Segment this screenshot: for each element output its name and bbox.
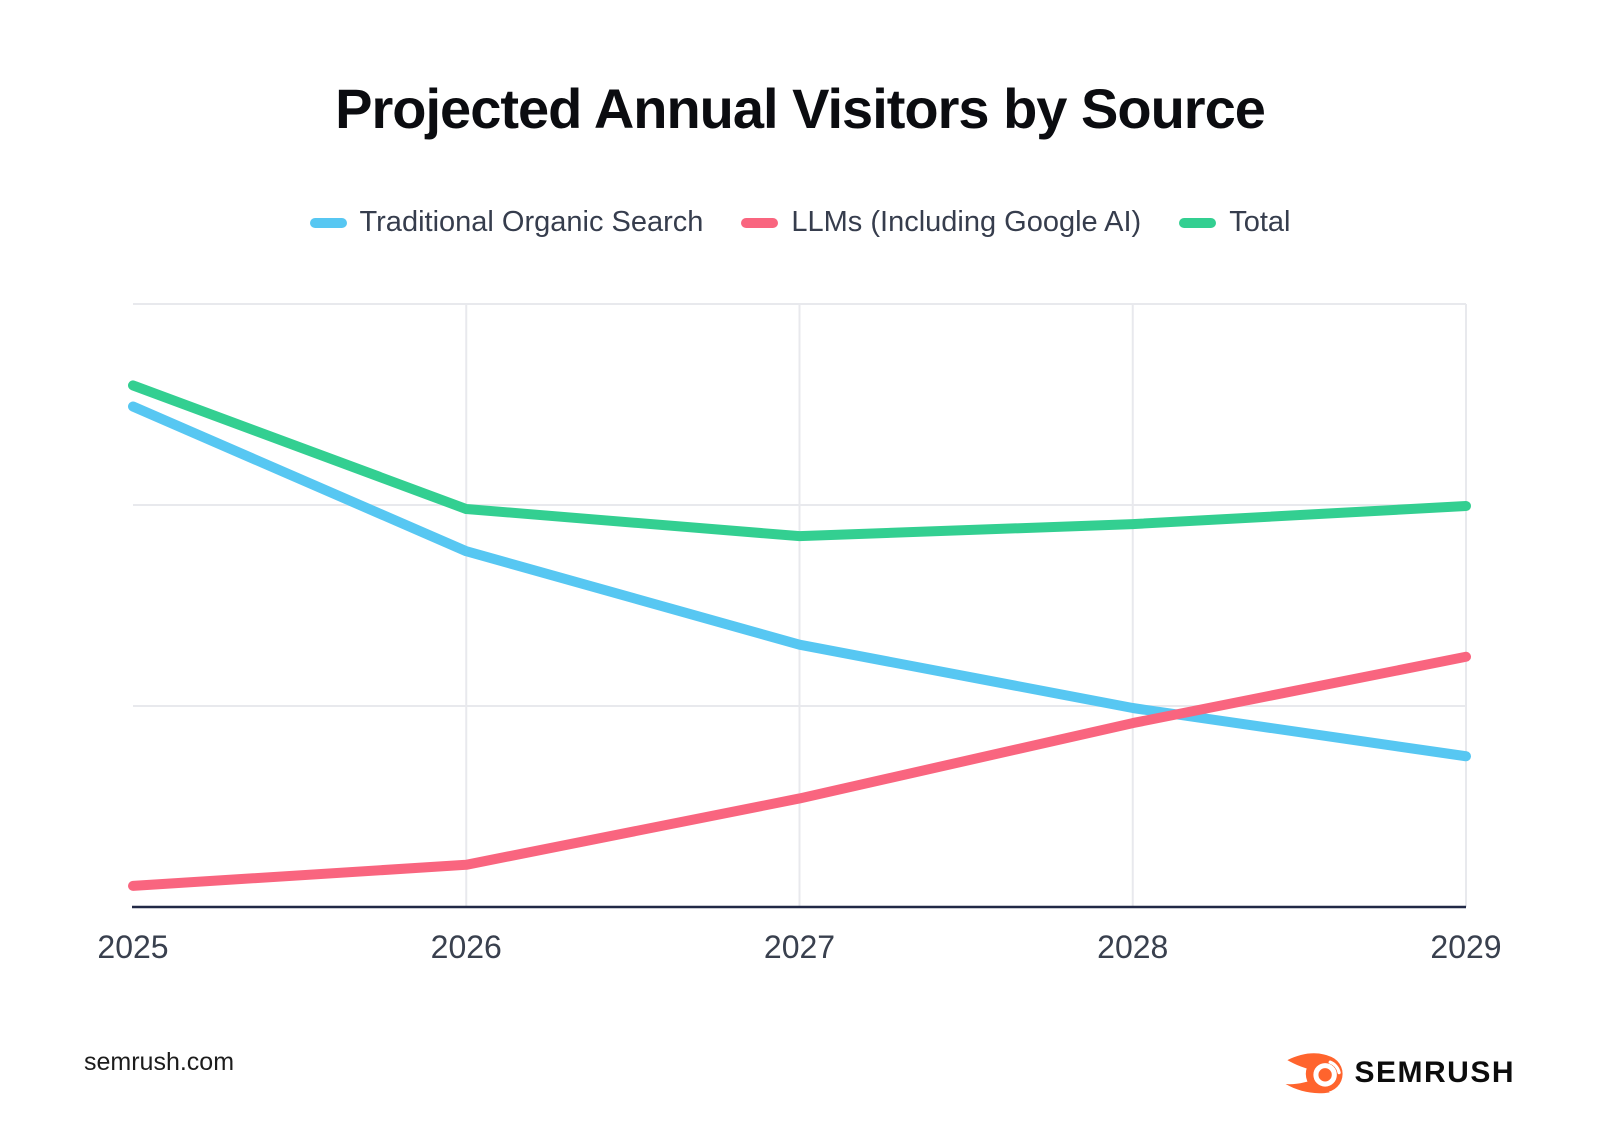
legend-swatch-pink [741,217,779,228]
legend-item-traditional-organic-search: Traditional Organic Search [309,206,704,239]
semrush-comet-icon [1286,1053,1344,1094]
x-tick-label: 2029 [1430,929,1501,965]
x-tick-label: 2026 [431,929,502,965]
semrush-wordmark: SEMRUSH [1354,1056,1515,1089]
series-line-traditional-organic-search [128,401,1471,762]
legend-label: Traditional Organic Search [359,206,704,238]
series-line-llms [128,651,1471,891]
x-tick-label: 2025 [97,929,168,965]
legend: Traditional Organic Search LLMs (Includi… [0,206,1600,239]
x-tick-label: 2027 [764,929,835,965]
semrush-logo: SEMRUSH [1285,1050,1515,1096]
legend-swatch-blue [309,217,347,228]
legend-item-llms: LLMs (Including Google AI) [741,206,1141,239]
legend-label: Total [1229,206,1291,238]
legend-item-total: Total [1179,206,1290,239]
series-line-total [128,380,1471,542]
source-url-text: semrush.com [84,1048,235,1076]
chart-title: Projected Annual Visitors by Source [335,77,1266,140]
legend-swatch-green [1179,217,1217,228]
x-tick-label: 2028 [1097,929,1168,965]
legend-label: LLMs (Including Google AI) [791,206,1142,238]
